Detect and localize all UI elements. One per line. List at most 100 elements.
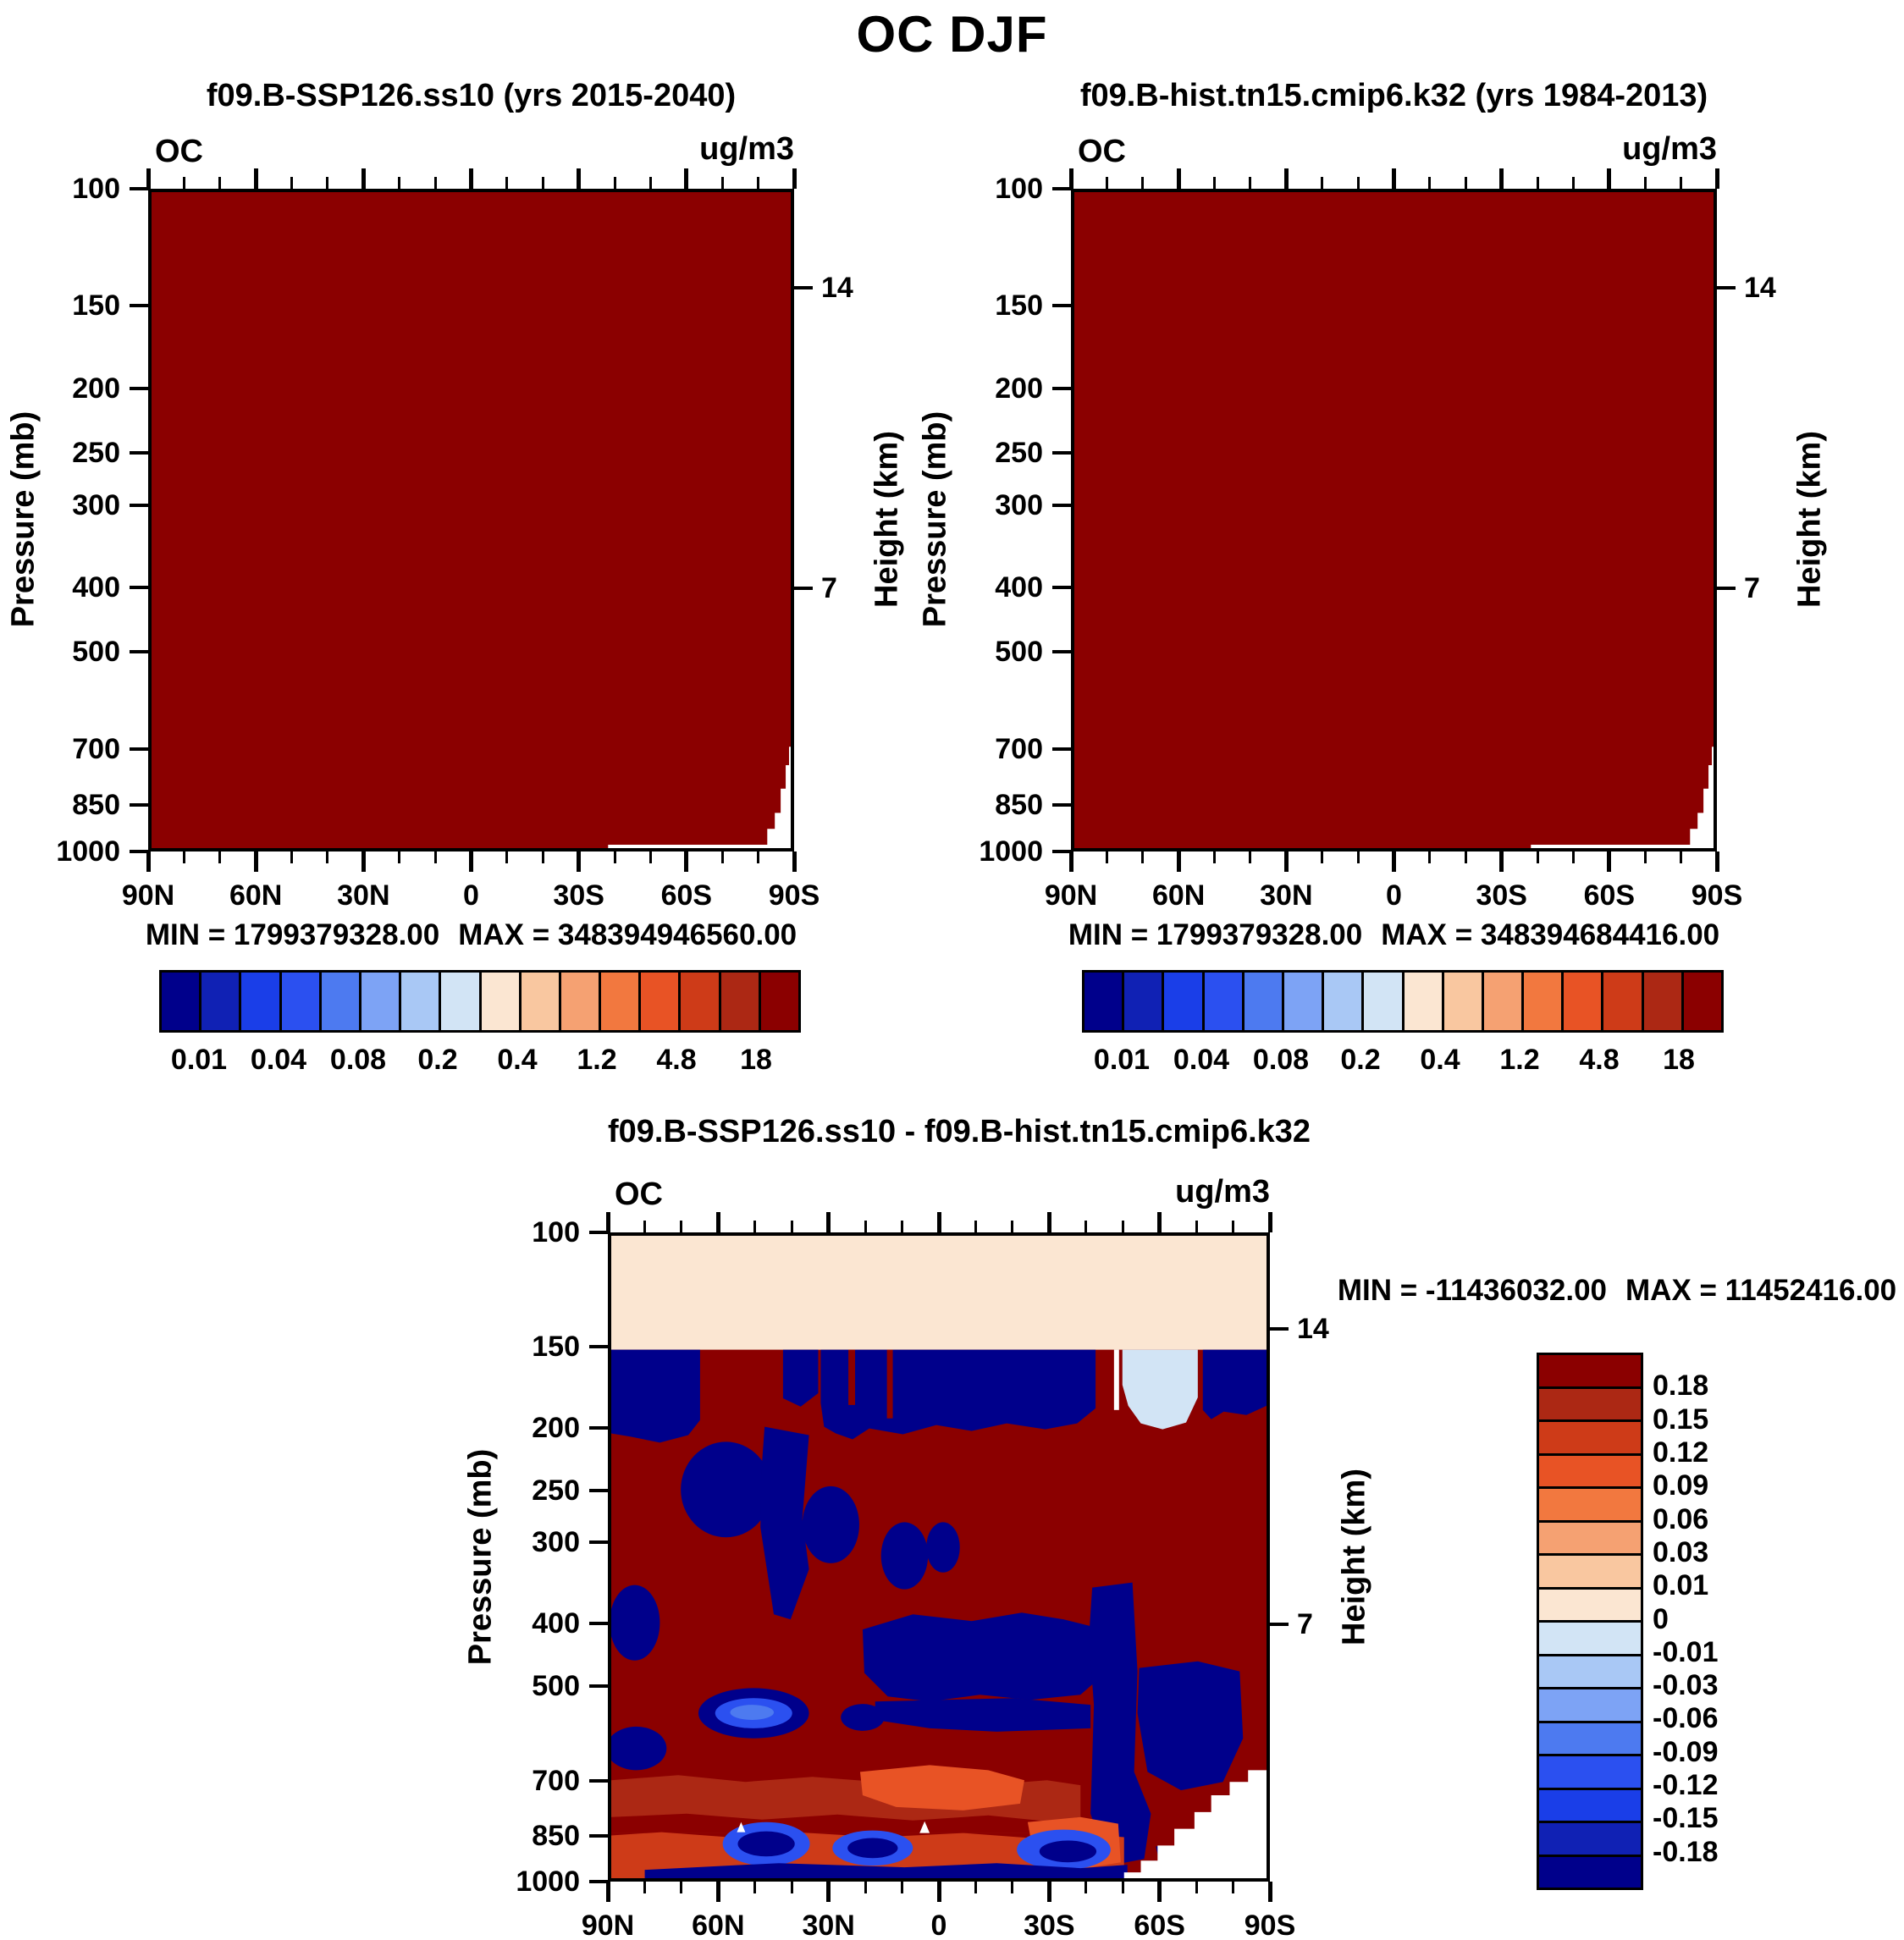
lat-tick (1157, 1882, 1162, 1902)
colorbar-label: -0.15 (1653, 1802, 1719, 1835)
panel-right-height-axis-title: Height (km) (1791, 431, 1828, 608)
lat-tick (643, 1882, 646, 1893)
lat-tick (146, 168, 151, 189)
pressure-tick (1052, 303, 1071, 307)
lat-tick (974, 1221, 977, 1232)
colorbar-cell (1324, 973, 1365, 1030)
pressure-tick-label: 250 (995, 436, 1043, 469)
lat-tick (1267, 1212, 1272, 1232)
colorbar-cell (1164, 973, 1205, 1030)
lat-tick (643, 1221, 646, 1232)
colorbar-cell (401, 973, 442, 1030)
pressure-tick (589, 1489, 608, 1493)
colorbar-cell (241, 973, 282, 1030)
lat-tick (680, 1882, 683, 1893)
lat-tick (290, 177, 294, 189)
panel-diff-units-label: ug/m3 (1175, 1174, 1270, 1210)
lat-tick (1249, 852, 1252, 863)
pressure-tick (589, 1833, 608, 1838)
lat-tick (182, 852, 185, 863)
colorbar-cell (1124, 973, 1165, 1030)
plot-area-diff (608, 1232, 1270, 1882)
colorbar-label: -0.03 (1653, 1669, 1719, 1702)
pressure-tick-label: 200 (72, 372, 120, 405)
lat-tick (1536, 177, 1539, 189)
colorbar-cell (1539, 1756, 1641, 1790)
colorbar-cell (1539, 1789, 1641, 1823)
colorbar-label: 0.01 (1653, 1569, 1709, 1602)
colorbar-label: 0 (1653, 1602, 1669, 1635)
lat-tick-label: 30N (802, 1910, 855, 1940)
pressure-tick-label: 700 (72, 732, 120, 765)
stats-min: MIN = 1799379328.00 (1068, 918, 1363, 951)
colorbar-cell (1539, 1556, 1641, 1590)
height-tick-label: 14 (821, 271, 853, 304)
lat-tick-label: 30N (337, 879, 390, 912)
pressure-tick (589, 1779, 608, 1783)
lat-tick (613, 177, 616, 189)
pressure-tick (1052, 802, 1071, 807)
pressure-tick-label: 700 (995, 732, 1043, 765)
pressure-tick (1052, 850, 1071, 853)
lat-tick-label: 90N (1044, 879, 1098, 912)
lat-tick-label: 0 (463, 879, 479, 912)
lat-tick (469, 852, 473, 872)
pressure-tick (1052, 450, 1071, 455)
colorbar-cell (1483, 973, 1525, 1030)
pressure-tick (589, 1345, 608, 1349)
colorbar-cell (1364, 973, 1405, 1030)
colorbar-cell (1204, 973, 1244, 1030)
pressure-tick (130, 586, 148, 590)
lat-tick (715, 1882, 720, 1902)
pressure-tick (130, 450, 148, 455)
height-tick (1717, 285, 1736, 289)
pressure-tick-label: 500 (995, 636, 1043, 669)
panel-right-units-label: ug/m3 (1622, 131, 1717, 167)
colorbar-cell (1539, 1388, 1641, 1422)
lat-tick (541, 852, 544, 863)
field-saturated-fill (152, 192, 791, 848)
colorbar-cell (1084, 973, 1125, 1030)
lat-tick (182, 177, 185, 189)
pressure-tick-label: 100 (532, 1216, 580, 1248)
lat-tick (1176, 168, 1181, 189)
colorbar-cell (720, 973, 761, 1030)
colorbar-cell (201, 973, 242, 1030)
lat-tick (1011, 1882, 1014, 1893)
lat-tick (648, 177, 652, 189)
lat-tick (684, 168, 689, 189)
panel-diff-field-label: OC (615, 1177, 663, 1212)
lat-tick (1141, 852, 1145, 863)
lat-tick (577, 852, 582, 872)
lat-tick (1283, 852, 1289, 872)
lat-tick (1232, 1882, 1235, 1893)
plot-area-right (1071, 189, 1717, 852)
colorbar-label: 0.03 (1653, 1535, 1709, 1568)
page-title: OC DJF (856, 6, 1048, 63)
lat-tick (1084, 1882, 1088, 1893)
lat-tick (1680, 852, 1683, 863)
lat-tick (792, 168, 797, 189)
lat-tick (361, 168, 366, 189)
colorbar-cell (481, 973, 522, 1030)
height-tick-label: 7 (1744, 572, 1760, 605)
diff-negative-stripes-550mb (698, 1688, 1091, 1739)
pressure-tick-label: 1000 (56, 835, 120, 868)
field-left (152, 192, 791, 848)
lat-tick (1428, 177, 1432, 189)
colorbar-label: 0.2 (1340, 1044, 1381, 1076)
lat-tick (1121, 1882, 1124, 1893)
pressure-tick (1052, 187, 1071, 190)
plot-area-left (148, 189, 794, 852)
lat-tick (253, 852, 258, 872)
panel-diff-title: f09.B-SSP126.ss10 - f09.B-hist.tn15.cmip… (608, 1114, 1311, 1149)
pressure-tick (589, 1684, 608, 1689)
panel-diff-pressure-axis-title: Pressure (mb) (462, 1448, 499, 1666)
lat-tick (720, 852, 724, 863)
colorbar-label: 0.12 (1653, 1436, 1709, 1469)
lat-tick (433, 177, 437, 189)
colorbar-label: 0.06 (1653, 1502, 1709, 1535)
colorbar-diff (1537, 1353, 1643, 1890)
pressure-tick-label: 250 (72, 436, 120, 469)
pressure-tick-label: 100 (995, 173, 1043, 205)
